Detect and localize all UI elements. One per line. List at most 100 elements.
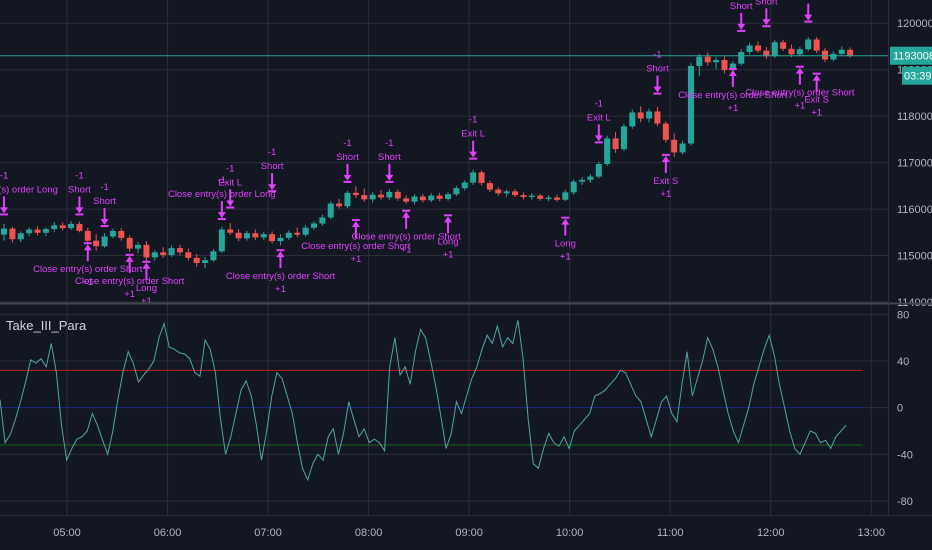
candle-body bbox=[646, 111, 653, 119]
price-tick-label: 1180000 bbox=[897, 111, 932, 123]
candle-body bbox=[486, 183, 493, 190]
candle-body bbox=[503, 191, 510, 194]
candle-body bbox=[369, 194, 376, 200]
candle-body bbox=[68, 223, 75, 229]
candle-body bbox=[9, 228, 16, 240]
candle-body bbox=[394, 191, 401, 199]
candle-body bbox=[327, 203, 334, 218]
candle-body bbox=[428, 195, 435, 201]
signal-label: Short bbox=[68, 184, 91, 195]
candle-body bbox=[470, 172, 477, 183]
candle-body bbox=[704, 56, 711, 63]
candle-body bbox=[847, 49, 854, 56]
signal-arrow-head bbox=[737, 23, 746, 30]
signal-arrow-head bbox=[594, 135, 603, 142]
signal-label: Short bbox=[261, 161, 284, 172]
signal-label: Close entry(s) order Short bbox=[226, 271, 336, 282]
candle-body bbox=[671, 139, 678, 153]
signal-label: Short bbox=[378, 152, 401, 163]
candle-body bbox=[185, 252, 192, 258]
price-badge-value: 1193008 bbox=[893, 51, 932, 63]
price-tick-label: 1170000 bbox=[897, 158, 932, 170]
signal-arrow-head bbox=[804, 14, 813, 21]
signal-qty: -1 bbox=[343, 138, 351, 149]
candle-body bbox=[579, 179, 586, 182]
candle-body bbox=[595, 164, 602, 177]
candle-body bbox=[310, 223, 317, 228]
oscillator-series bbox=[0, 320, 863, 482]
candle-body bbox=[202, 260, 209, 263]
signal-label: Short bbox=[755, 0, 778, 7]
osc-tick-label: 0 bbox=[897, 403, 903, 415]
candle-body bbox=[285, 232, 292, 238]
time-tick-label: 08:00 bbox=[355, 527, 383, 539]
osc-tick-label: -40 bbox=[897, 449, 913, 461]
signal-label: Short bbox=[646, 64, 669, 75]
candle-body bbox=[553, 197, 560, 200]
candle-body bbox=[537, 195, 544, 199]
candle-body bbox=[210, 251, 217, 261]
candle-body bbox=[51, 225, 58, 230]
candle-body bbox=[34, 229, 41, 233]
candle-body bbox=[805, 39, 812, 50]
candle-body bbox=[436, 195, 443, 199]
time-tick-label: 11:00 bbox=[657, 527, 684, 539]
signal-qty: -1 bbox=[653, 50, 661, 61]
signal-label: Close entry(s) order Long bbox=[0, 184, 58, 195]
candle-body bbox=[227, 229, 234, 233]
candle-body bbox=[277, 237, 284, 242]
candle-body bbox=[662, 123, 669, 140]
signal-qty: -1 bbox=[100, 182, 108, 193]
signal-qty: +1 bbox=[660, 189, 671, 200]
candle-body bbox=[243, 233, 250, 239]
signal-qty: +1 bbox=[82, 277, 93, 288]
candle-body bbox=[512, 191, 519, 196]
signal-arrow-head bbox=[0, 207, 9, 214]
signal-label: Long bbox=[136, 283, 157, 294]
countdown-badge bbox=[902, 66, 932, 85]
candle-body bbox=[76, 223, 83, 231]
candle-body bbox=[193, 257, 200, 263]
candle-body bbox=[687, 65, 694, 144]
signal-label: Close entry(s) order Short bbox=[33, 264, 143, 275]
price-tick-label: 1150000 bbox=[897, 251, 932, 263]
candle-body bbox=[821, 50, 829, 60]
candle-body bbox=[587, 176, 594, 180]
osc-tick-label: -80 bbox=[897, 496, 913, 508]
signal-label: Long bbox=[555, 239, 576, 250]
price-tick-label: 1160000 bbox=[897, 204, 932, 216]
signal-label: Exit S bbox=[653, 176, 678, 187]
signal-arrow-head bbox=[100, 219, 109, 226]
time-tick-label: 09:00 bbox=[455, 527, 483, 539]
candle-body bbox=[604, 138, 611, 165]
candle-body bbox=[17, 233, 24, 240]
signal-arrow-head bbox=[469, 151, 478, 158]
candle-body bbox=[42, 229, 49, 233]
candle-body bbox=[461, 182, 468, 189]
signal-qty: +1 bbox=[124, 289, 135, 300]
signal-qty: +1 bbox=[401, 245, 412, 256]
signal-label: Close entry(s) order Short bbox=[745, 88, 855, 99]
candle-body bbox=[361, 195, 368, 200]
signal-label: Close entry(s) order Short bbox=[301, 241, 411, 252]
signal-arrow-head bbox=[343, 174, 352, 181]
signal-arrow-head bbox=[385, 174, 394, 181]
grid-lines bbox=[0, 0, 888, 515]
candle-body bbox=[738, 52, 745, 64]
candle-body bbox=[118, 230, 125, 238]
signal-label: Close entry(s) order Short bbox=[678, 90, 788, 101]
osc-line bbox=[0, 320, 847, 482]
signal-arrow-head bbox=[226, 200, 235, 207]
signal-qty: -1 bbox=[595, 98, 603, 109]
candle-body bbox=[252, 233, 259, 238]
signal-arrow-head bbox=[217, 212, 226, 219]
signal-arrow-head bbox=[276, 251, 285, 258]
candle-body bbox=[386, 191, 393, 198]
candle-body bbox=[84, 230, 91, 241]
candle-body bbox=[570, 181, 577, 193]
candle-body bbox=[135, 244, 142, 249]
signal-qty: +1 bbox=[811, 108, 822, 119]
candle-body bbox=[302, 227, 309, 235]
signal-label: Short bbox=[93, 196, 116, 207]
